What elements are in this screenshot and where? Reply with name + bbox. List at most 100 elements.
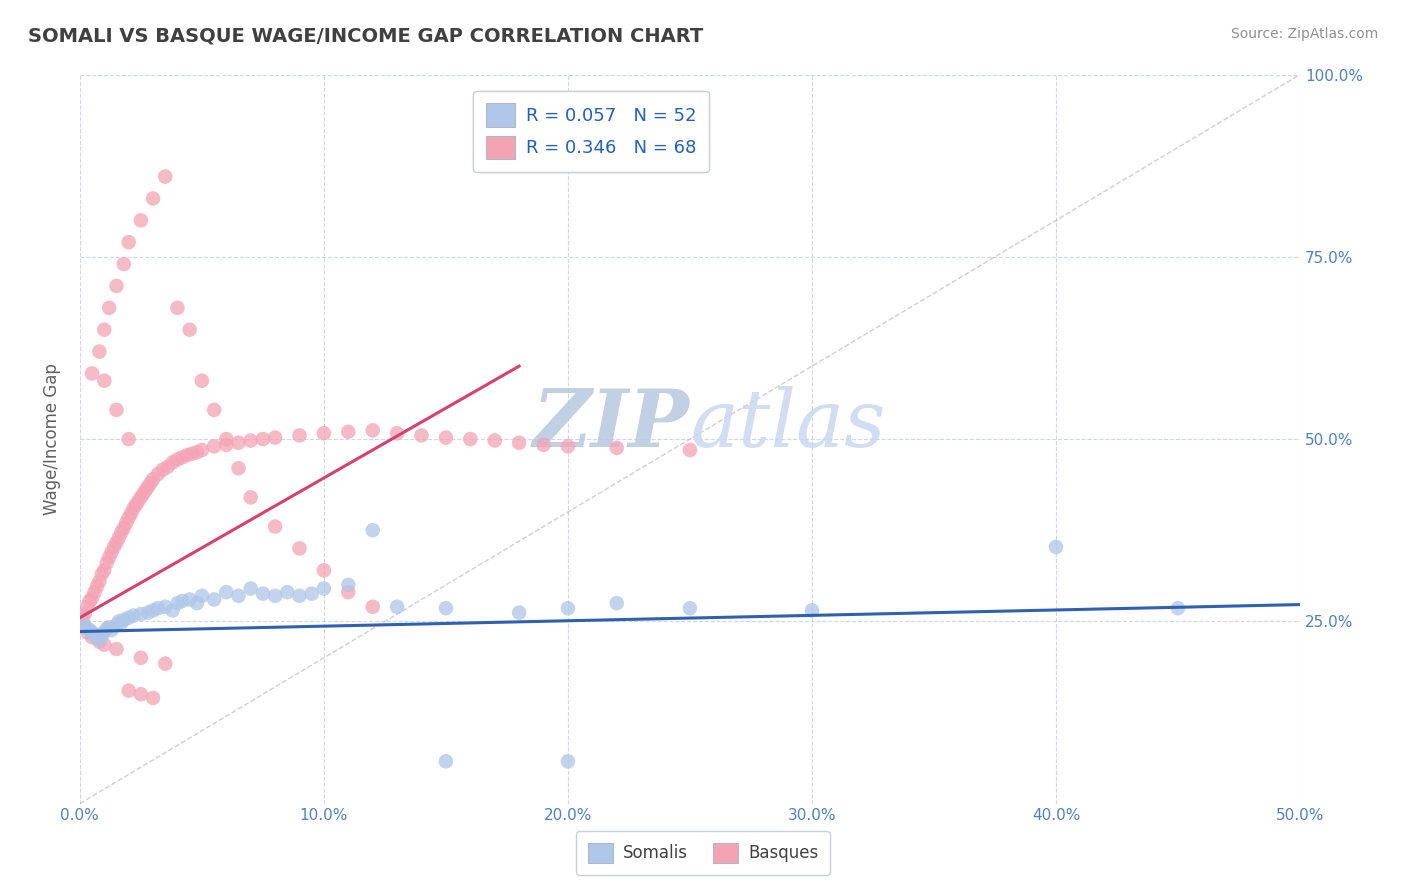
Point [252, 432, 274, 446]
Point [112, 257, 135, 271]
Point [288, 589, 311, 603]
Point [155, 169, 177, 184]
Point [142, 472, 165, 486]
Point [93, 638, 115, 652]
Point [385, 426, 408, 441]
Point [105, 279, 128, 293]
Point [276, 585, 298, 599]
Point [118, 511, 141, 525]
Point [118, 432, 141, 446]
Point [264, 589, 287, 603]
Y-axis label: Wage/Income Gap: Wage/Income Gap [44, 363, 60, 515]
Point [80, 625, 103, 640]
Text: ZIP: ZIP [533, 385, 690, 463]
Point [1167, 601, 1189, 615]
Point [557, 439, 579, 453]
Point [83, 627, 105, 641]
Point [361, 523, 384, 537]
Point [1045, 540, 1067, 554]
Point [110, 525, 132, 540]
Point [361, 599, 384, 614]
Point [142, 690, 165, 705]
Point [312, 582, 335, 596]
Point [179, 323, 201, 337]
Point [186, 596, 208, 610]
Point [155, 599, 177, 614]
Point [191, 589, 214, 603]
Point [98, 301, 121, 315]
Point [89, 574, 111, 589]
Point [162, 603, 184, 617]
Point [385, 599, 408, 614]
Point [172, 450, 194, 465]
Point [337, 585, 360, 599]
Point [127, 494, 149, 508]
Point [434, 755, 457, 769]
Point [288, 428, 311, 442]
Point [146, 467, 169, 481]
Point [108, 531, 131, 545]
Point [86, 579, 108, 593]
Point [172, 594, 194, 608]
Point [202, 439, 225, 453]
Point [129, 213, 152, 227]
Point [129, 607, 152, 621]
Point [239, 434, 262, 448]
Point [96, 622, 118, 636]
Point [76, 599, 98, 614]
Point [112, 613, 135, 627]
Point [80, 631, 103, 645]
Point [93, 374, 115, 388]
Point [73, 618, 96, 632]
Point [557, 601, 579, 615]
Point [508, 435, 530, 450]
Point [186, 445, 208, 459]
Point [264, 519, 287, 533]
Point [228, 589, 250, 603]
Point [80, 591, 103, 605]
Point [484, 434, 506, 448]
Point [166, 596, 188, 610]
Point [264, 431, 287, 445]
Point [146, 601, 169, 615]
Point [239, 582, 262, 596]
Point [96, 556, 118, 570]
Point [100, 545, 122, 559]
Point [98, 620, 121, 634]
Point [166, 452, 188, 467]
Point [606, 596, 628, 610]
Point [139, 475, 162, 490]
Point [89, 344, 111, 359]
Point [337, 425, 360, 439]
Point [239, 491, 262, 505]
Point [73, 620, 96, 634]
Point [361, 423, 384, 437]
Point [533, 438, 555, 452]
Point [301, 587, 323, 601]
Point [142, 603, 165, 617]
Point [122, 501, 145, 516]
Point [191, 442, 214, 457]
Point [76, 625, 98, 640]
Point [434, 601, 457, 615]
Point [434, 431, 457, 445]
Point [118, 235, 141, 250]
Point [112, 521, 135, 535]
Point [105, 403, 128, 417]
Point [132, 487, 155, 501]
Point [136, 606, 159, 620]
Point [103, 540, 125, 554]
Point [86, 631, 108, 645]
Point [215, 585, 238, 599]
Point [156, 459, 179, 474]
Point [100, 623, 122, 637]
Point [79, 623, 101, 637]
Point [105, 642, 128, 657]
Point [105, 535, 128, 549]
Point [129, 687, 152, 701]
Text: SOMALI VS BASQUE WAGE/INCOME GAP CORRELATION CHART: SOMALI VS BASQUE WAGE/INCOME GAP CORRELA… [28, 27, 703, 45]
Text: Source: ZipAtlas.com: Source: ZipAtlas.com [1230, 27, 1378, 41]
Point [122, 608, 145, 623]
Point [93, 625, 115, 640]
Point [90, 566, 112, 581]
